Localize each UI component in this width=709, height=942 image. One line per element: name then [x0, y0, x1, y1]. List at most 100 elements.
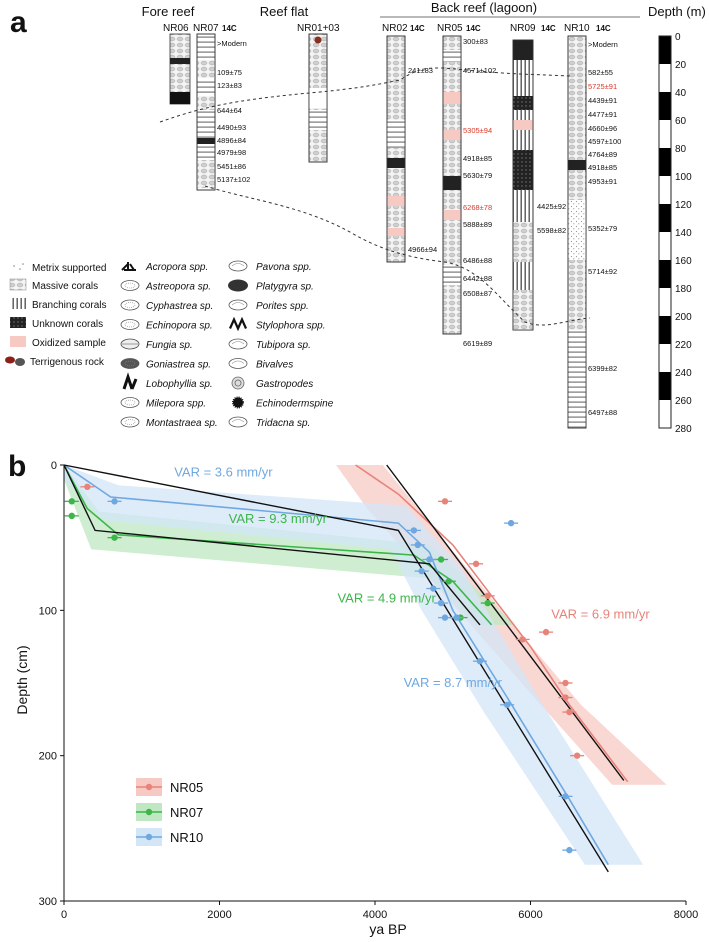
legend-item-matrix: Metrix supported	[10, 262, 106, 274]
depth-scale-segment	[659, 204, 671, 232]
ages-nr10: >Modern 582±55 5725±91 4439±91 4477±91 4…	[588, 40, 621, 417]
data-point-nr10	[503, 701, 511, 708]
legend-label: Tubipora sp.	[256, 340, 311, 351]
age-label: 4439±91	[588, 96, 617, 105]
legend-item-terrigenous: Terrigenous rock	[5, 356, 105, 368]
legend-label: Branching corals	[32, 300, 106, 311]
c14-label-nr07: 14C	[222, 24, 237, 33]
legend-label: Cyphastrea sp.	[146, 301, 213, 312]
legend-item-taxon: Echinodermspine	[232, 396, 334, 410]
legend-marker	[145, 833, 153, 841]
ages-nr09: 4425±92 5598±82	[537, 202, 566, 235]
depth-tick-label: 180	[675, 284, 692, 295]
legend-label: NR10	[170, 830, 203, 845]
fit-line-nr10	[63, 464, 609, 866]
depth-tick-label: 60	[675, 116, 687, 127]
legend-label: Astreopora sp.	[145, 282, 211, 293]
legend-label: Porites spp.	[256, 301, 309, 312]
age-label: 5888±89	[463, 220, 492, 229]
x-tick-label: 8000	[674, 909, 698, 921]
data-point-nr10	[410, 527, 418, 534]
y-tick-label: 200	[39, 751, 57, 763]
age-label: 4896±84	[217, 136, 246, 145]
c14-label-nr09: 14C	[541, 24, 556, 33]
core-label-nr07: NR07	[193, 23, 219, 34]
age-label: 5137±102	[217, 175, 250, 184]
fore-reef-heading: Fore reef	[142, 4, 195, 19]
ages-nr05: 300±83 4571±102 5305±94 4918±85 5630±79 …	[463, 37, 496, 348]
y-tick-label: 300	[39, 896, 57, 908]
legend-label: Unknown corals	[32, 319, 103, 330]
age-label: 300±83	[463, 37, 488, 46]
core-nr09	[512, 39, 534, 331]
age-label: 4918±85	[463, 154, 492, 163]
var-annotation-nr10: VAR = 3.6 mm/yr	[174, 464, 273, 479]
x-tick-label: 4000	[363, 909, 387, 921]
y-tick-label: 0	[51, 460, 57, 472]
legend-item-taxon: Montastraea sp.	[120, 416, 218, 429]
age-label: 4660±96	[588, 124, 617, 133]
data-point-nr10	[426, 556, 433, 563]
depth-scale-segment	[659, 344, 671, 372]
depth-tick-label: 260	[675, 396, 692, 407]
x-tick-label: 6000	[518, 909, 542, 921]
x-tick-label: 0	[61, 909, 67, 921]
age-label: 109±75	[217, 68, 242, 77]
depth-tick-label: 120	[675, 200, 692, 211]
legend-label: Stylophora spp.	[256, 321, 326, 332]
c14-label-nr10: 14C	[596, 24, 611, 33]
age-label: 4979±98	[217, 148, 246, 157]
age-label-oxidized: 5305±94	[463, 126, 492, 135]
depth-tick-label: 0	[675, 32, 681, 43]
legend-panel-a: Metrix supported Massive corals Branchin…	[5, 260, 334, 429]
c14-label-nr02: 14C	[410, 24, 425, 33]
data-point-nr05	[566, 708, 573, 716]
y-tick-label: 100	[39, 605, 57, 617]
age-label: 6497±88	[588, 408, 617, 417]
legend-item-taxon: Goniastrea sp.	[120, 358, 211, 371]
age-label: 4966±94	[408, 245, 437, 254]
depth-tick-label: 200	[675, 312, 692, 323]
depth-tick-label: 140	[675, 228, 692, 239]
age-label: 4597±100	[588, 137, 621, 146]
legend-label: Tridacna sp.	[256, 418, 310, 429]
legend-label: Goniastrea sp.	[146, 360, 211, 371]
legend-label: Acropora spp.	[145, 262, 208, 273]
legend-label: Montastraea sp.	[146, 418, 218, 429]
core-label-nr09: NR09	[510, 23, 536, 34]
data-point-nr07	[437, 556, 445, 563]
legend-item-taxon: Bivalves	[228, 358, 293, 371]
legend-label: Fungia sp.	[146, 340, 193, 351]
age-label: 644±64	[217, 106, 242, 115]
data-point-nr10	[111, 498, 118, 505]
legend-item-taxon: Tubipora sp.	[228, 338, 311, 351]
legend-item-taxon: Cyphastrea sp.	[120, 299, 213, 312]
legend-item-taxon: Astreopora sp.	[120, 280, 211, 293]
core-nr07	[196, 33, 216, 191]
data-point-nr05	[441, 498, 449, 505]
age-label-oxidized: 5725±91	[588, 82, 617, 91]
depth-tick-label: 40	[675, 88, 687, 99]
trend-line-nr10	[63, 464, 609, 873]
age-label: 5451±86	[217, 162, 246, 171]
legend-item-taxon: Platygyra sp.	[228, 279, 314, 293]
ages-nr02: 241±83 4966±94	[408, 66, 437, 254]
depth-scale-segment	[659, 92, 671, 120]
legend-label: Platygyra sp.	[256, 282, 314, 293]
core-nr01-03	[308, 33, 328, 163]
age-label: 5352±79	[588, 224, 617, 233]
trend-line-nr07	[63, 464, 481, 626]
legend-item-nr05: NR05	[136, 778, 203, 796]
core-label-nr10: NR10	[564, 23, 590, 34]
depth-tick-label: 280	[675, 424, 692, 435]
trend-line-nr05	[386, 464, 625, 781]
legend-item-oxidized: Oxidized sample	[10, 336, 106, 349]
legend-item-taxon: Gastropodes	[231, 376, 313, 390]
legend-item-taxon: Stylophora spp.	[228, 316, 326, 332]
c14-label-nr05: 14C	[466, 24, 481, 33]
panel-b-label: b	[8, 450, 26, 483]
ages-nr07: >Modern 109±75 123±83 644±64 4490±93 489…	[217, 39, 250, 184]
data-point-nr05	[573, 752, 581, 759]
data-point-nr05	[84, 483, 91, 490]
